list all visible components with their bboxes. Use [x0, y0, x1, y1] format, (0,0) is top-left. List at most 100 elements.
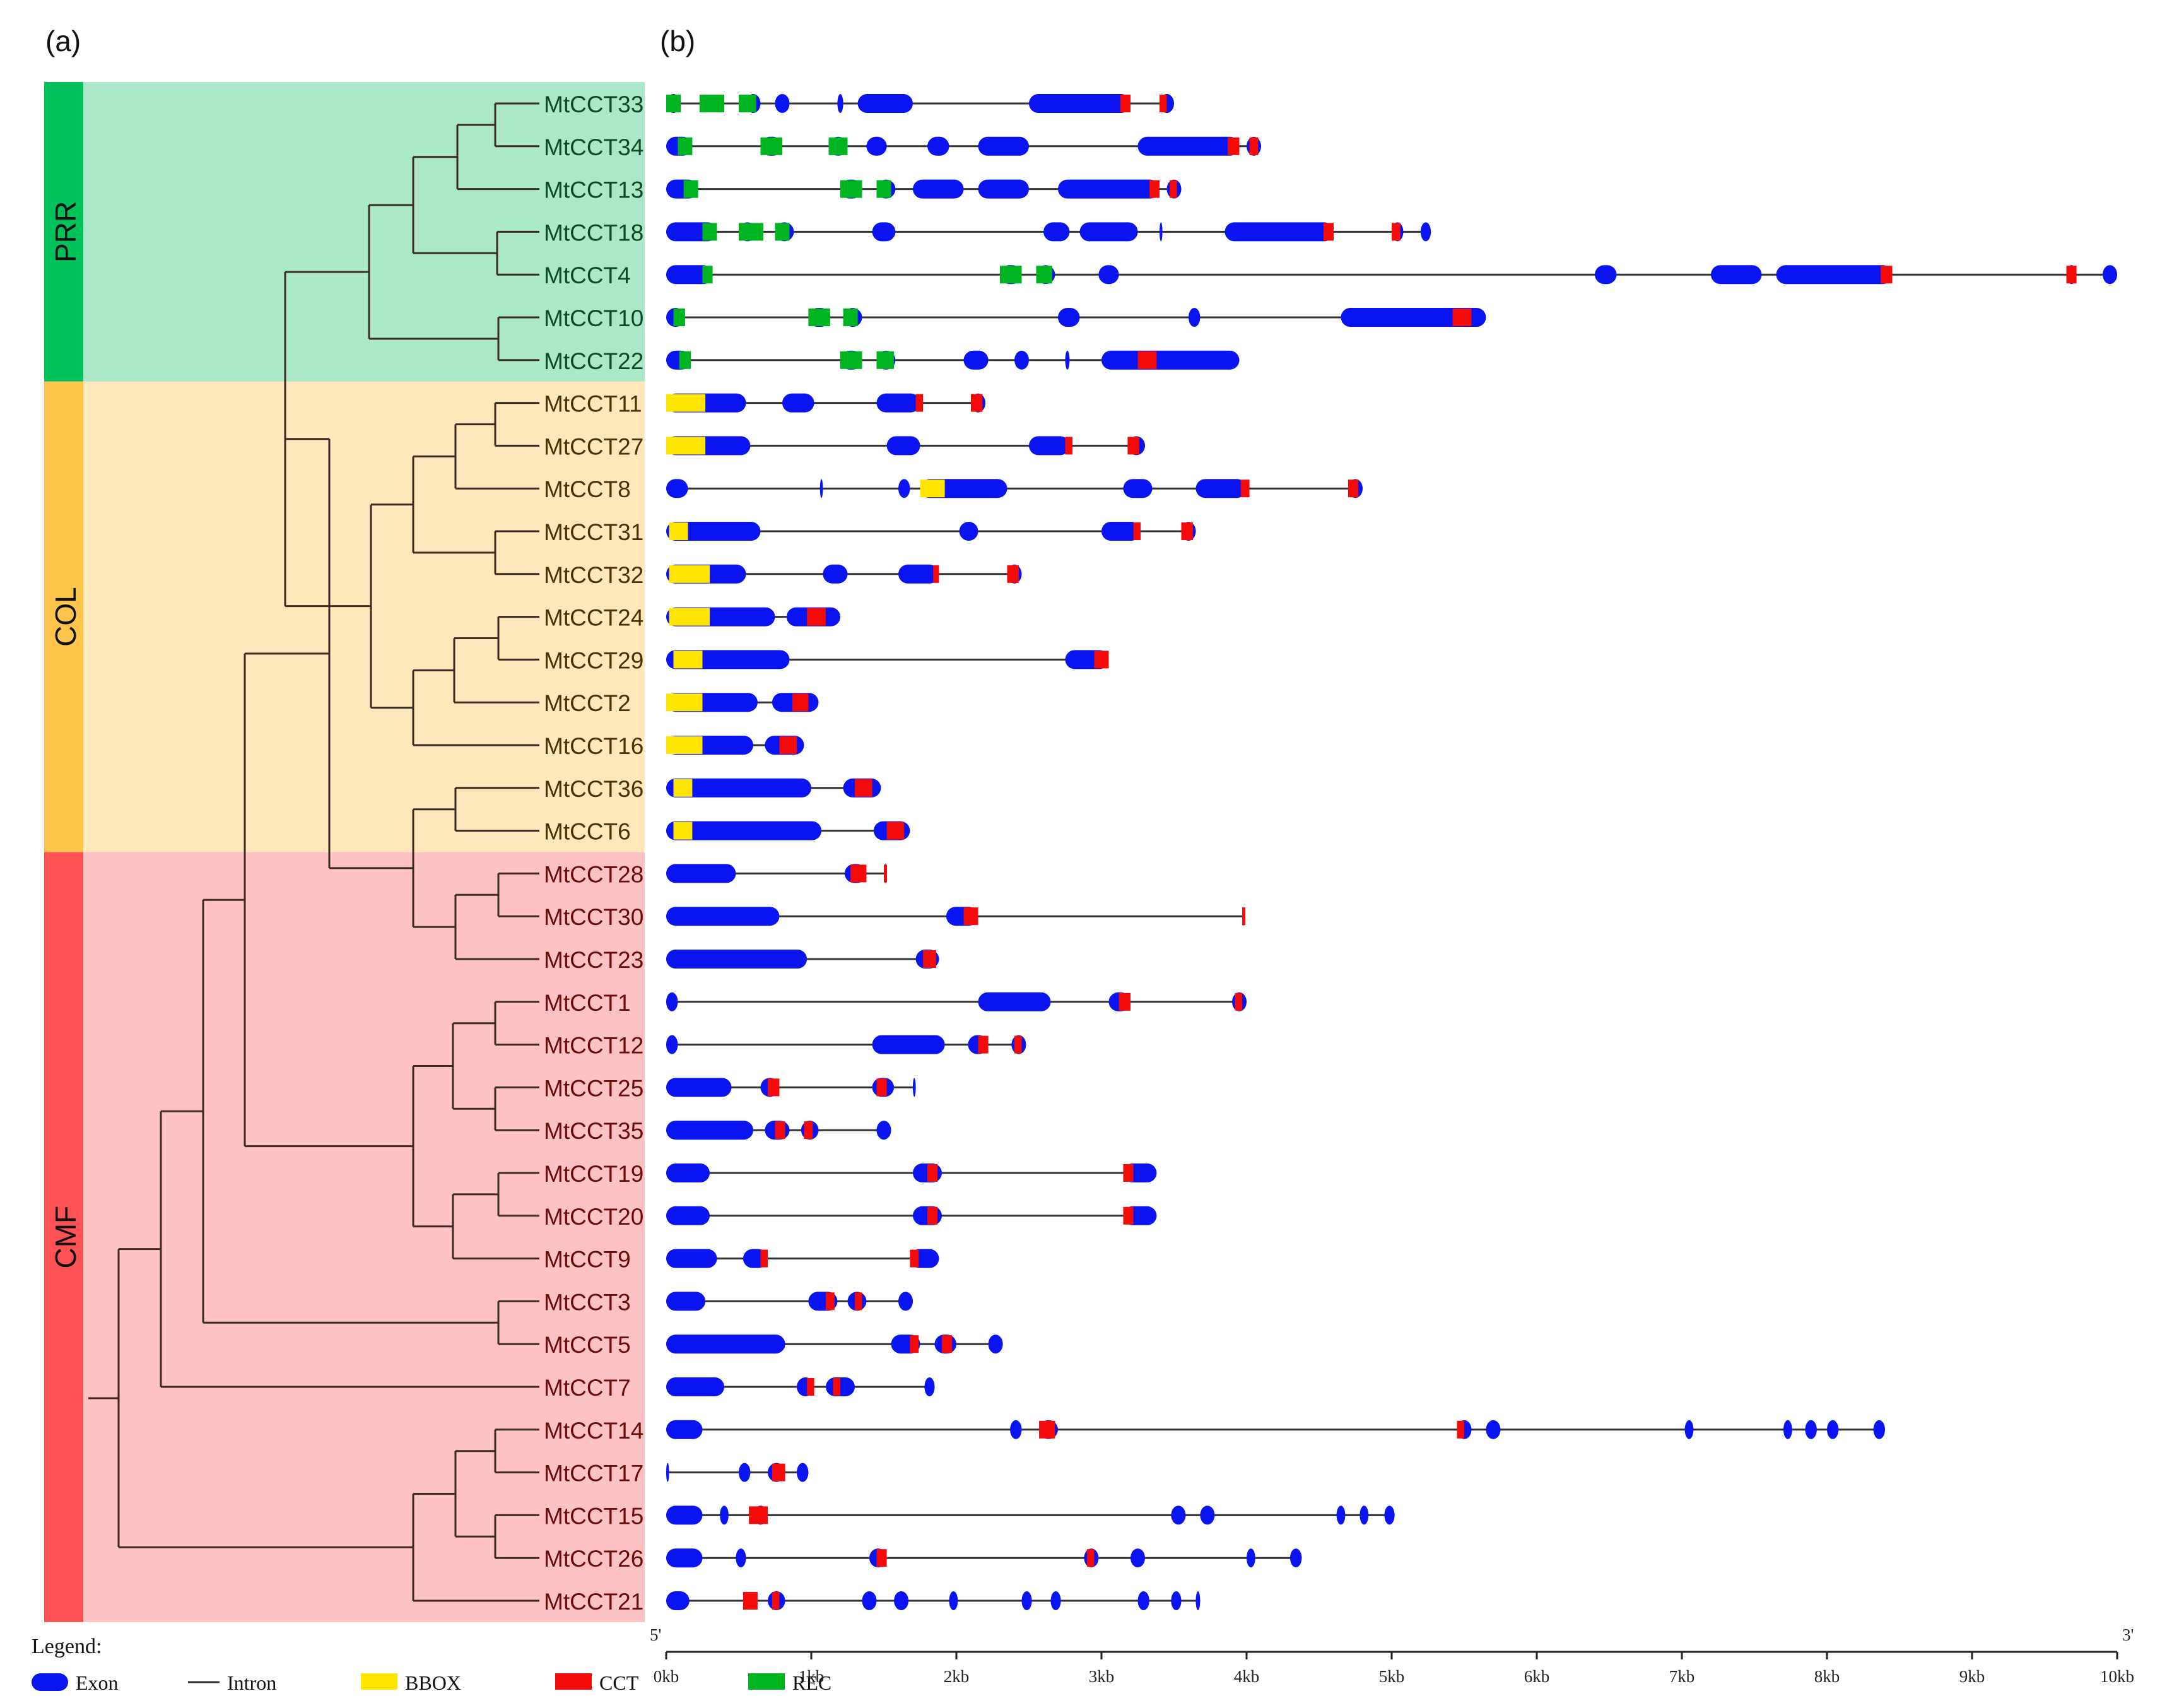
exon-block — [666, 778, 811, 798]
cct-domain — [792, 693, 809, 712]
gene-label: MtCCT9 — [544, 1247, 631, 1273]
cct-domain — [971, 394, 983, 412]
gene-structure-row — [666, 1035, 1026, 1054]
legend-bbox-swatch — [361, 1673, 397, 1690]
bbox-domain — [669, 608, 710, 626]
gene-label: MtCCT13 — [544, 177, 643, 203]
cct-domain — [807, 608, 826, 626]
exon-block — [1805, 1420, 1817, 1439]
exon-block — [823, 564, 848, 584]
cct-domain — [772, 1592, 780, 1610]
exon-block — [1029, 436, 1070, 456]
kb-axis: 0kb 1kb 2kb 3kb 4kb 5kb 6kb 7kb 8kb 9kb 10kb 5' 3' — [650, 1625, 2134, 1686]
gene-label: MtCCT1 — [544, 990, 631, 1016]
exon-block — [666, 1505, 703, 1525]
cct-domain — [826, 1292, 835, 1310]
cct-domain — [1392, 223, 1401, 241]
exon-block — [1195, 479, 1247, 498]
cct-domain — [1348, 480, 1359, 498]
cct-domain — [923, 950, 936, 968]
gene-structure-row — [666, 1591, 1201, 1610]
cct-domain — [1123, 1206, 1134, 1225]
exon-block — [797, 1463, 809, 1482]
cct-domain — [1094, 651, 1109, 669]
cct-domain — [886, 822, 905, 840]
bbox-domain — [666, 736, 703, 754]
exon-block — [963, 350, 989, 370]
rec-domain — [760, 137, 782, 155]
exon-block — [1595, 265, 1617, 285]
exon-block — [666, 1420, 703, 1439]
cct-domain — [1235, 992, 1243, 1011]
exon-block — [1247, 1548, 1255, 1568]
bbox-domain — [669, 565, 710, 583]
rec-domain — [699, 95, 724, 112]
rec-domain — [876, 180, 891, 198]
legend-cct-label: CCT — [599, 1671, 639, 1694]
exon-block — [1010, 1420, 1022, 1439]
gene-structure-row — [666, 393, 985, 413]
exon-block — [782, 393, 814, 413]
gene-structure-row — [666, 1548, 1302, 1568]
gene-structure-row — [666, 522, 1196, 541]
exon-block — [978, 136, 1029, 156]
cct-domain — [1181, 522, 1193, 540]
cct-domain — [1127, 437, 1139, 455]
rec-domain — [1000, 266, 1022, 284]
exon-block — [876, 393, 920, 413]
gene-structure-row — [666, 179, 1182, 199]
axis-tick-label: 1kb — [799, 1667, 825, 1686]
legend-title: Legend: — [32, 1635, 102, 1658]
exon-block — [927, 136, 949, 156]
gene-label: MtCCT20 — [544, 1204, 643, 1230]
rec-domain — [678, 137, 693, 155]
bbox-domain — [673, 822, 693, 840]
exon-block — [666, 522, 761, 541]
exon-block — [1189, 308, 1201, 327]
gene-structure-row — [666, 607, 840, 627]
exon-block — [666, 1249, 717, 1268]
exon-block — [876, 1121, 891, 1140]
gene-label: MtCCT32 — [544, 562, 643, 588]
cct-domain — [1323, 223, 1334, 241]
gene-label: MtCCT2 — [544, 690, 631, 716]
exon-block — [857, 94, 913, 113]
gene-structure-row — [666, 1334, 1003, 1354]
exon-block — [988, 1334, 1003, 1354]
gene-label: MtCCT8 — [544, 476, 631, 502]
exon-block — [1079, 222, 1138, 242]
legend-bbox-label: BBOX — [405, 1671, 461, 1694]
axis-tick-label: 2kb — [944, 1667, 970, 1686]
axis-tick-label: 8kb — [1814, 1667, 1840, 1686]
cct-domain — [884, 864, 887, 883]
legend-exon-label: Exon — [76, 1671, 119, 1694]
exon-block — [1711, 265, 1762, 285]
cct-domain — [1170, 180, 1177, 198]
group-label-prr: PRR — [49, 201, 82, 262]
exon-block — [1200, 1505, 1215, 1525]
exon-block — [1137, 1591, 1149, 1610]
gene-structure-row — [666, 693, 819, 712]
five-prime-label: 5' — [650, 1625, 661, 1644]
exon-block — [1058, 308, 1080, 327]
gene-structure-row — [666, 1505, 1395, 1525]
rec-domain — [828, 137, 848, 155]
legend-rec-label: REC — [792, 1671, 831, 1694]
rec-domain — [702, 223, 717, 241]
exon-block — [819, 479, 823, 498]
rec-domain — [876, 351, 895, 369]
cct-domain — [760, 1249, 768, 1268]
exon-block — [666, 1548, 703, 1568]
exon-block — [913, 179, 964, 199]
gene-structure-row — [666, 821, 910, 840]
exon-block — [1101, 522, 1141, 541]
exon-block — [666, 950, 807, 969]
cct-domain — [2066, 266, 2077, 284]
gene-structure-row — [666, 1420, 1885, 1439]
gene-structure-row — [666, 950, 939, 969]
rec-domain — [702, 266, 713, 284]
panel-label-a: (a) — [45, 25, 81, 57]
cct-domain — [855, 1292, 862, 1310]
exon-block — [736, 1548, 746, 1568]
